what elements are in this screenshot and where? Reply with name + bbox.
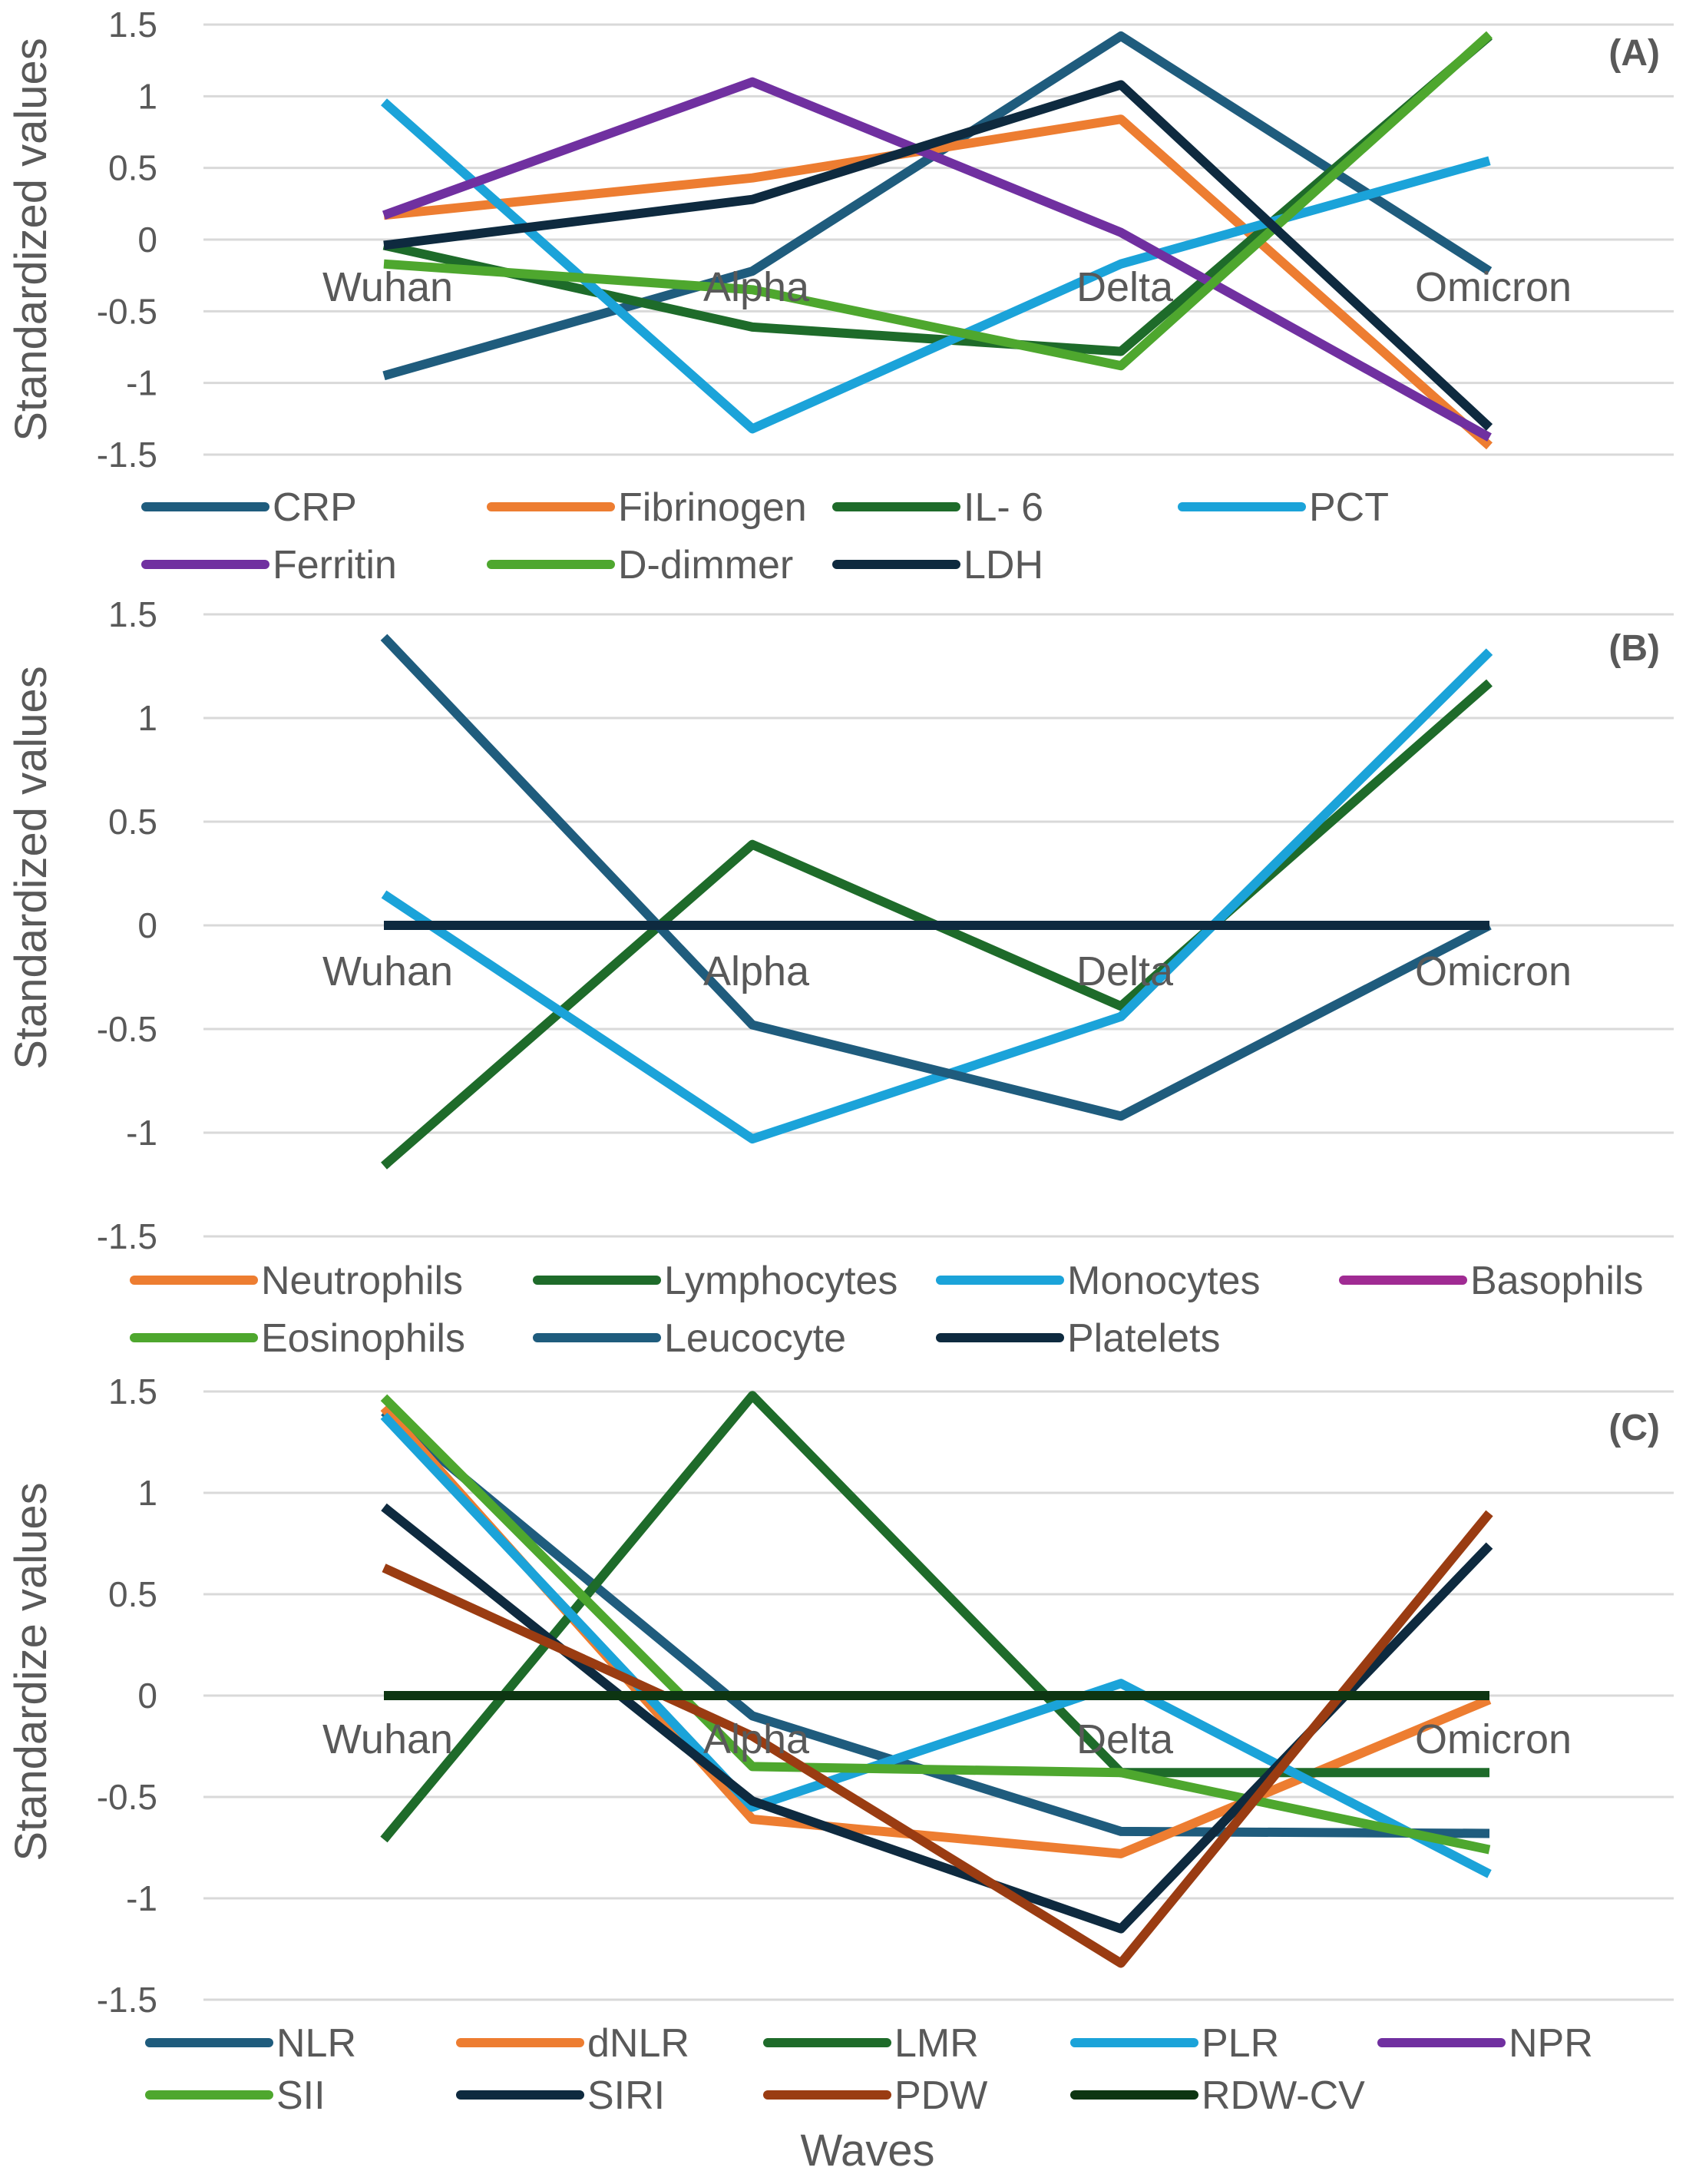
y-tick-label: -1 — [126, 1878, 157, 1918]
legend-label: PLR — [1202, 2021, 1279, 2066]
chart-panel-b: -1.5 -1 -0.5 0 0.5 1 1.5 Wuhan Alpha Delta Omicron… — [6, 594, 1674, 1361]
legend-label: Neutrophils — [261, 1259, 463, 1303]
legend-label: dNLR — [587, 2021, 689, 2066]
category-label: Omicron — [1415, 1716, 1572, 1762]
legend-label: LDH — [964, 543, 1043, 587]
y-tick-label: 1.5 — [108, 5, 157, 45]
category-label: Delta — [1076, 948, 1174, 994]
chart-panel-a: -1.5 -1 -0.5 0 0.5 1 1.5 Wuhan Alpha Delta Omicron… — [6, 5, 1674, 587]
legend-label: Fibrinogen — [618, 485, 807, 530]
y-tick-label: -0.5 — [97, 1777, 157, 1817]
series-line-ldh — [383, 80, 1493, 431]
y-axis-label: Standardized values — [6, 38, 56, 442]
legend-label: IL- 6 — [964, 485, 1043, 530]
y-axis-label: Standardized values — [6, 666, 56, 1070]
y-tick-label: 1 — [137, 1473, 157, 1513]
legend: Neutrophils Lymphocytes Monocytes Basophils… — [130, 1259, 1643, 1361]
y-tick-label: -1.5 — [97, 1216, 157, 1256]
x-axis-label: Waves — [800, 2126, 934, 2176]
legend-label: SII — [276, 2073, 326, 2118]
y-tick-label: 0 — [137, 220, 157, 260]
category-label: Delta — [1076, 1716, 1174, 1762]
y-tick-label: 0 — [137, 905, 157, 945]
legend-label: Basophils — [1470, 1259, 1643, 1303]
series-line-ferritin — [382, 77, 1492, 442]
category-label: Alpha — [703, 264, 810, 310]
series-line-plr — [380, 1412, 1492, 1878]
panel-label: (B) — [1608, 628, 1660, 669]
legend-label: LMR — [894, 2021, 979, 2066]
y-tick-label: 1.5 — [108, 1372, 157, 1411]
series-line-leucocyte — [380, 634, 1492, 1121]
panel-label: (A) — [1608, 33, 1660, 74]
series-line-pdw — [382, 1510, 1493, 1968]
category-label: Alpha — [703, 1716, 810, 1762]
chart-panel-c: -1.5 -1 -0.5 0 0.5 1 1.5 Wuhan Alpha Delta Omicron… — [6, 1372, 1674, 2176]
category-label: Alpha — [703, 948, 810, 994]
category-label: Omicron — [1415, 948, 1572, 994]
legend-label: Leucocyte — [664, 1316, 846, 1361]
category-label: Wuhan — [322, 1716, 453, 1762]
legend: NLR dNLR LMR PLR NPR SII SIRI PDW RDW-CV — [145, 2021, 1593, 2118]
y-tick-label: -1 — [126, 1113, 157, 1153]
y-tick-label: 1 — [137, 76, 157, 116]
y-tick-label: -1 — [126, 363, 157, 403]
y-tick-label: -1.5 — [97, 1980, 157, 2020]
y-tick-label: 0.5 — [108, 1574, 157, 1614]
y-tick-label: -0.5 — [97, 1009, 157, 1049]
series-line-sii — [380, 1394, 1491, 1855]
category-label: Wuhan — [322, 948, 453, 994]
legend-label: RDW-CV — [1202, 2073, 1365, 2118]
series-line-pct — [381, 98, 1491, 434]
legend-label: Eosinophils — [261, 1316, 465, 1361]
legend-label: Ferritin — [273, 543, 397, 587]
legend-label: D-dimmer — [618, 543, 793, 587]
series-line-monocytes — [381, 648, 1493, 1144]
y-tick-label: -0.5 — [97, 291, 157, 331]
panel-label: (C) — [1608, 1408, 1660, 1448]
y-tick-label: -1.5 — [97, 435, 157, 475]
category-label: Wuhan — [322, 264, 453, 310]
series-line-d-dimmer — [383, 31, 1493, 371]
legend-label: NPR — [1509, 2021, 1593, 2066]
legend-label: NLR — [276, 2021, 356, 2066]
legend-label: Platelets — [1067, 1316, 1220, 1361]
y-tick-label: 1.5 — [108, 594, 157, 634]
y-tick-label: 0 — [137, 1676, 157, 1716]
category-label: Omicron — [1415, 264, 1572, 310]
y-tick-label: 0.5 — [108, 148, 157, 188]
y-axis-label: Standardize values — [6, 1482, 56, 1861]
category-label: Delta — [1076, 264, 1174, 310]
y-tick-label: 1 — [137, 698, 157, 738]
legend-label: Lymphocytes — [664, 1259, 898, 1303]
legend: CRP Fibrinogen IL- 6 PCT Ferritin D-dimmer LDH — [141, 485, 1389, 587]
series-line-fibrinogen — [383, 114, 1493, 450]
legend-label: CRP — [273, 485, 357, 530]
legend-label: PDW — [894, 2073, 987, 2118]
legend-label: SIRI — [587, 2073, 665, 2118]
legend-label: Monocytes — [1067, 1259, 1260, 1303]
legend-label: PCT — [1309, 485, 1389, 530]
series-line-il-6 — [382, 32, 1493, 356]
y-tick-label: 0.5 — [108, 802, 157, 842]
